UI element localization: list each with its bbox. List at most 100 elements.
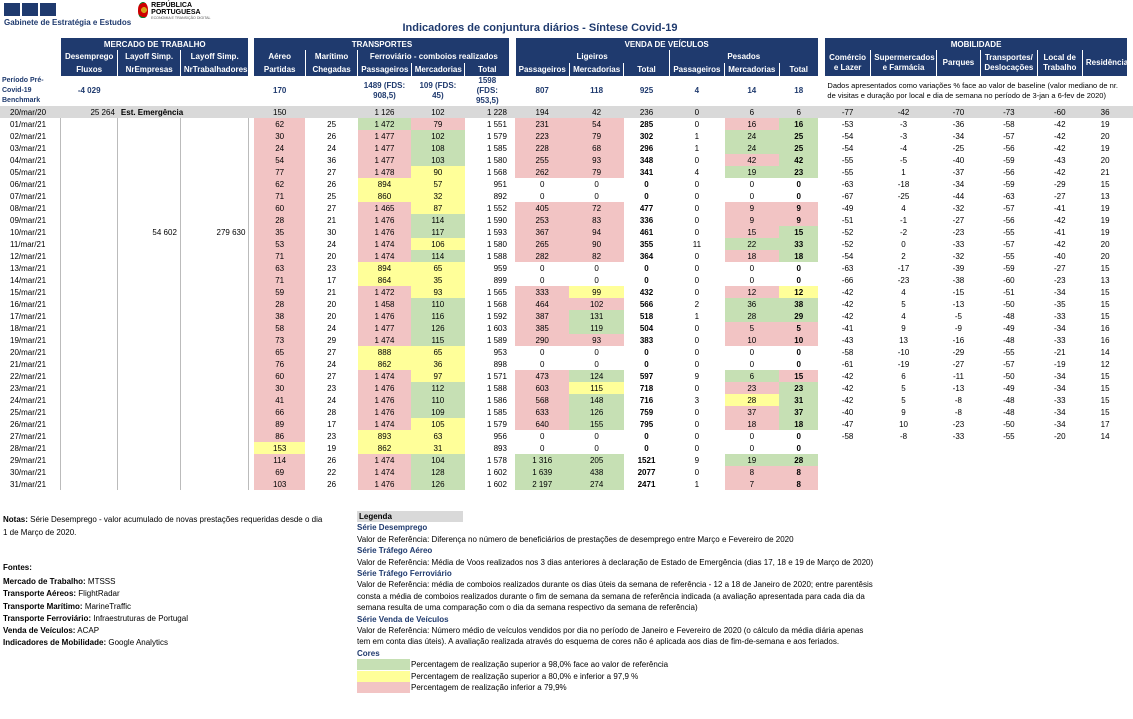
table-cell (179, 238, 250, 250)
table-cell (179, 334, 250, 346)
table-cell: 0 (644, 443, 649, 453)
table-cell: 103 (253, 478, 306, 490)
col-lig-mercadorias: Mercadorias (568, 63, 625, 76)
gap-cell (818, 466, 825, 478)
table-cell: 69 (253, 466, 306, 478)
table-cell: 0 (539, 347, 545, 357)
table-cell (59, 430, 118, 442)
table-cell (179, 418, 250, 430)
table-cell: 1 474 (357, 466, 412, 478)
table-cell: 477 (639, 203, 654, 213)
gap-cell (248, 430, 254, 442)
table-cell (871, 466, 937, 478)
emergency-lig-merc: 42 (569, 106, 624, 118)
table-cell (936, 442, 980, 454)
table-cell: 5 (901, 299, 906, 309)
table-cell: 58 (253, 322, 306, 334)
table-cell: 0 (694, 191, 700, 201)
gap-cell (509, 190, 515, 202)
table-cell: 13 (1100, 275, 1110, 285)
table-cell: 568 (515, 394, 570, 406)
table-cell: -56 (1003, 143, 1015, 153)
gap-cell (509, 226, 515, 238)
table-cell (59, 310, 118, 322)
table-cell: 0 (539, 179, 545, 189)
table-cell: -57 (1003, 203, 1015, 213)
table-cell: -23 (897, 275, 910, 285)
gap-cell (818, 370, 825, 382)
table-cell: 06/mar/21 (10, 179, 47, 189)
table-cell: 93 (569, 154, 624, 166)
table-cell: 38 (253, 310, 306, 322)
col-ligeiros: Ligeiros (514, 50, 670, 63)
table-cell (117, 166, 181, 178)
table-cell (1037, 478, 1082, 490)
table-cell: -43 (841, 335, 854, 345)
table-cell: 28 (779, 454, 819, 466)
table-cell: 892 (493, 191, 507, 201)
table-cell: -49 (1003, 323, 1015, 333)
table-cell (824, 442, 870, 454)
col-chegadas: Chegadas (304, 63, 359, 76)
table-cell: 9 (779, 202, 819, 214)
table-cell: 1 477 (357, 130, 412, 142)
table-cell (824, 454, 870, 466)
table-cell: -33 (1053, 335, 1066, 345)
table-cell: 1 477 (357, 154, 412, 166)
table-cell: 0 (749, 179, 755, 189)
table-cell: 18/mar/21 (10, 323, 47, 333)
table-cell: 0 (694, 203, 700, 213)
source-value: ACAP (77, 626, 100, 636)
gap-cell (818, 442, 825, 454)
col-supermercados: Supermercados e Farmácia (870, 50, 937, 76)
table-cell: 1 639 (515, 466, 570, 478)
legend-s1-title: Série Desemprego (357, 523, 428, 533)
table-cell: 02/mar/21 (10, 131, 47, 141)
table-cell: 4 (901, 311, 906, 321)
table-cell: 110 (411, 298, 465, 310)
table-cell: -56 (1003, 167, 1015, 177)
table-cell: 0 (594, 263, 599, 273)
table-cell (117, 130, 181, 142)
table-cell: 956 (493, 431, 507, 441)
table-cell: -42 (841, 287, 854, 297)
table-cell: -42 (1053, 119, 1066, 129)
table-cell (59, 406, 118, 418)
table-cell: 1521 (637, 455, 656, 465)
legend-s3-title: Série Tráfego Ferroviário (357, 569, 452, 579)
table-row: 02/mar/21 30 26 1 477 102 1 579 223 79 302 1 24 25 -… (0, 130, 1133, 142)
legend-s1-text: Valor de Referência: Diferença no número… (357, 534, 794, 544)
table-cell: -39 (952, 263, 965, 273)
table-cell: 128 (411, 466, 465, 478)
table-cell (179, 130, 250, 142)
table-cell: 0 (539, 431, 545, 441)
table-cell: -35 (1053, 299, 1066, 309)
gap-cell (248, 418, 254, 430)
table-cell: -43 (1053, 155, 1066, 165)
table-cell: 597 (639, 371, 654, 381)
table-cell: -40 (1053, 251, 1066, 261)
gap-cell (818, 166, 825, 178)
table-cell: 10 (779, 334, 819, 346)
flag-emblem-icon (138, 2, 149, 18)
table-cell: 19 (724, 454, 780, 466)
gap-cell (248, 358, 254, 370)
gap-cell (818, 418, 825, 430)
table-cell: 36 (327, 155, 337, 165)
table-cell: -3 (899, 131, 908, 141)
col-fluxos: Fluxos (59, 63, 119, 76)
table-cell: 333 (515, 286, 570, 298)
table-cell: 24 (724, 130, 780, 142)
col-pes-passageiros: Passageiros (668, 63, 726, 76)
baseline-ferro-pass: 1489 (FDS: 908,5) (363, 81, 406, 100)
gap-cell (1127, 154, 1133, 166)
table-cell: 60 (253, 202, 306, 214)
source-value: Infraestruturas de Portugal (93, 613, 188, 623)
table-cell (179, 442, 250, 454)
table-cell (117, 214, 181, 226)
table-cell: 102 (569, 298, 624, 310)
table-cell: 0 (594, 443, 599, 453)
table-cell: 2 (694, 299, 700, 309)
table-cell: 0 (749, 263, 755, 273)
col-local-trabalho: Local de Trabalho (1036, 50, 1083, 76)
